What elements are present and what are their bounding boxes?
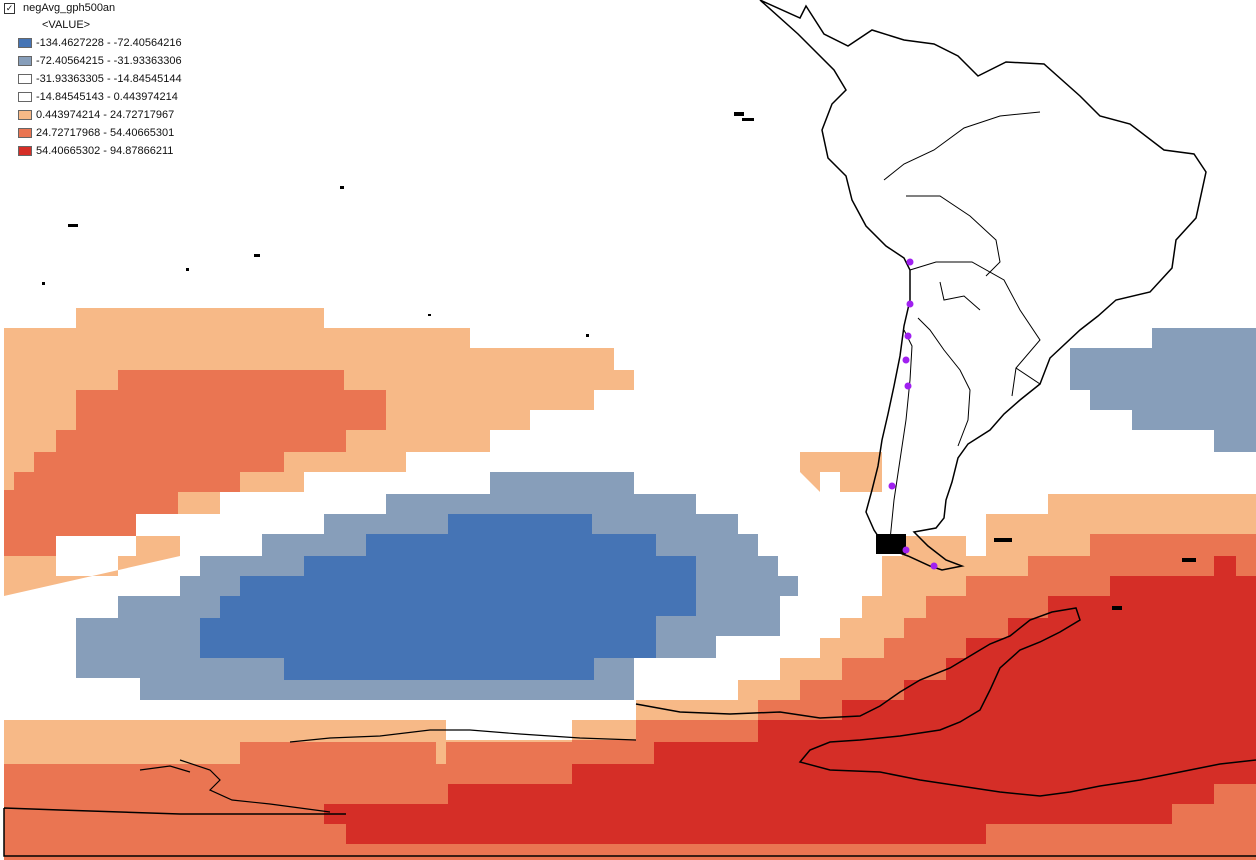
legend-class-5: 24.72717968 - 54.40665301: [4, 124, 182, 142]
legend-label: -14.84545143 - 0.443974214: [36, 91, 178, 103]
antarctic-coast-outline: [3, 807, 1256, 857]
raster-class-red-south: [324, 556, 1256, 844]
legend-label: 54.40665302 - 94.87866211: [36, 145, 174, 157]
south-america-outline: [759, 0, 1207, 571]
table-of-contents-legend: ✓ negAvg_gph500an <VALUE> -134.4627228 -…: [4, 0, 182, 160]
legend-swatch: [18, 110, 32, 120]
legend-swatch: [18, 146, 32, 156]
station-point: [904, 382, 912, 390]
raster-class-light-orange-left: [4, 536, 180, 596]
station-point: [906, 300, 914, 308]
station-point: [930, 562, 938, 570]
station-point: [904, 332, 912, 340]
legend-label: -134.4627228 - -72.40564216: [36, 37, 182, 49]
legend-label: -72.40564215 - -31.93363306: [36, 55, 182, 67]
country-borders: [883, 111, 1041, 541]
raster-class-dark-orange-north: [4, 370, 386, 556]
legend-label: 0.443974214 - 24.72717967: [36, 109, 175, 121]
legend-class-4: 0.443974214 - 24.72717967: [4, 106, 182, 124]
raster-class-blue-low: [200, 514, 696, 680]
station-markers: [888, 258, 938, 570]
raster-class-slate-blue-east: [1070, 328, 1256, 452]
legend-class-6: 54.40665302 - 94.87866211: [4, 142, 182, 160]
field-name: <VALUE>: [42, 19, 91, 31]
legend-class-0: -134.4627228 - -72.40564216: [4, 34, 182, 52]
layer-visibility-checkbox[interactable]: ✓: [4, 2, 15, 14]
antarctic-peninsula-outline: [635, 607, 1256, 797]
station-point: [902, 356, 910, 364]
station-point: [906, 258, 914, 266]
legend-class-1: -72.40564215 - -31.93363306: [4, 52, 182, 70]
legend-swatch: [18, 56, 32, 66]
legend-class-2: -31.93363305 - -14.84545144: [4, 70, 182, 88]
layer-row[interactable]: ✓ negAvg_gph500an: [4, 0, 182, 16]
legend-swatch: [18, 92, 32, 102]
station-point: [902, 546, 910, 554]
legend-class-3: -14.84545143 - 0.443974214: [4, 88, 182, 106]
legend-label: 24.72717968 - 54.40665301: [36, 127, 175, 139]
legend-swatch: [18, 38, 32, 48]
station-point: [888, 482, 896, 490]
raster-class-light-orange-patagonia: [800, 452, 882, 492]
legend-swatch: [18, 128, 32, 138]
small-islands: [42, 112, 1196, 610]
antarctic-coast-west: [139, 729, 637, 813]
legend-label: -31.93363305 - -14.84545144: [36, 73, 182, 85]
layer-name[interactable]: negAvg_gph500an: [23, 2, 116, 14]
legend-swatch: [18, 74, 32, 84]
